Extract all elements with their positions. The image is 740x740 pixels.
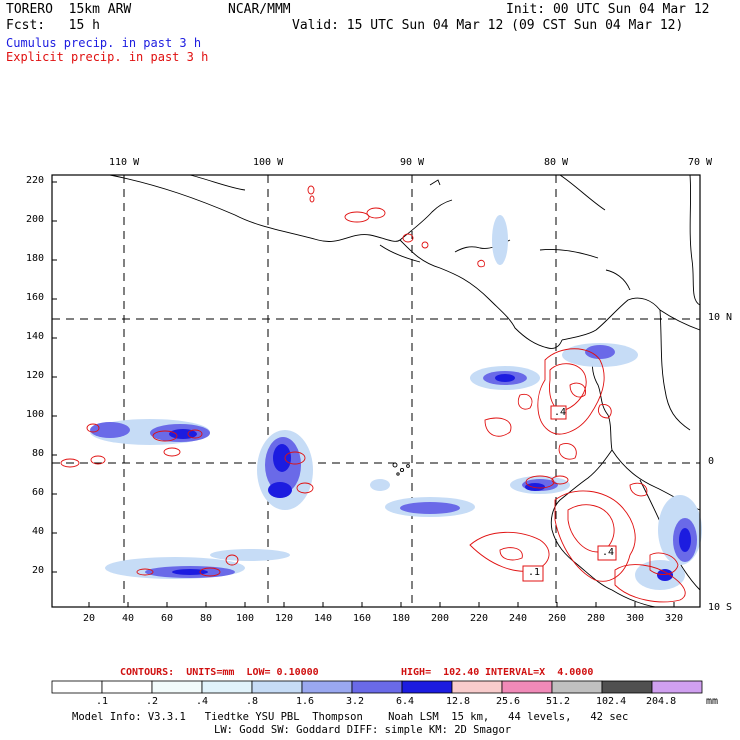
axis-ticks <box>52 181 675 607</box>
y-tick: 200 <box>26 214 45 225</box>
explicit-precip-contours <box>60 185 686 603</box>
colorbar-swatch <box>401 680 453 694</box>
colorbar-swatch <box>501 680 553 694</box>
colorbar-label: 204.8 <box>646 696 677 707</box>
colorbar-swatch <box>201 680 253 694</box>
colorbar-label: 51.2 <box>546 696 571 707</box>
init-time: Init: 00 UTC Sun 04 Mar 12 <box>506 2 710 17</box>
x-tick: 300 <box>626 613 645 624</box>
colorbar-swatch <box>551 680 603 694</box>
x-tick: 180 <box>392 613 411 624</box>
coastlines <box>109 174 701 608</box>
lon-label-100w: 100 W <box>253 157 284 168</box>
forecast-hour: Fcst: 15 h <box>6 18 100 33</box>
y-tick: 20 <box>32 565 45 576</box>
colorbar-swatch <box>651 680 703 694</box>
colorbar-label: 102.4 <box>596 696 627 707</box>
contour-interval: INTERVAL=X 4.0000 <box>485 667 594 678</box>
colorbar <box>51 680 703 694</box>
y-tick: 80 <box>32 448 45 459</box>
x-tick: 200 <box>431 613 450 624</box>
lat-label-10n: 10 N <box>708 312 733 323</box>
colorbar-label: 25.6 <box>496 696 521 707</box>
x-tick: 320 <box>665 613 684 624</box>
y-tick: 120 <box>26 370 45 381</box>
colorbar-swatch <box>601 680 653 694</box>
x-tick: 220 <box>470 613 489 624</box>
x-tick: 260 <box>548 613 567 624</box>
x-tick: 20 <box>83 613 96 624</box>
x-tick: 100 <box>236 613 255 624</box>
x-tick: 80 <box>200 613 213 624</box>
x-tick: 120 <box>275 613 294 624</box>
colorbar-label: .1 <box>96 696 109 707</box>
x-tick: 40 <box>122 613 135 624</box>
x-tick: 240 <box>509 613 528 624</box>
colorbar-swatch <box>51 680 103 694</box>
y-tick: 140 <box>26 331 45 342</box>
y-tick: 60 <box>32 487 45 498</box>
lon-label-110w: 110 W <box>109 157 140 168</box>
x-tick: 140 <box>314 613 333 624</box>
valid-time: Valid: 15 UTC Sun 04 Mar 12 (09 CST Sun … <box>292 18 684 33</box>
org-label: NCAR/MMM <box>228 2 291 17</box>
lon-label-70w: 70 W <box>688 157 713 168</box>
contour-units: CONTOURS: UNITS=mm LOW= 0.10000 <box>120 667 319 678</box>
colorbar-label: 12.8 <box>446 696 471 707</box>
colorbar-swatch <box>101 680 153 694</box>
map-value-label: .4 <box>554 407 567 418</box>
model-title: TORERO 15km ARW <box>6 2 132 17</box>
y-tick: 180 <box>26 253 45 264</box>
colorbar-unit: mm <box>706 696 719 707</box>
contour-high: HIGH= 102.40 <box>401 667 480 678</box>
map-value-label: .4 <box>602 547 615 558</box>
y-tick: 220 <box>26 175 45 186</box>
x-tick: 160 <box>353 613 372 624</box>
y-tick: 160 <box>26 292 45 303</box>
x-tick: 60 <box>161 613 174 624</box>
map-label-boxes <box>522 405 617 582</box>
colorbar-label: 3.2 <box>346 696 365 707</box>
colorbar-label: 1.6 <box>296 696 315 707</box>
colorbar-swatch <box>351 680 403 694</box>
model-info: Model Info: V3.3.1 Tiedtke YSU PBL Thomp… <box>72 711 629 723</box>
colorbar-label: 6.4 <box>396 696 415 707</box>
colorbar-swatch <box>251 680 303 694</box>
map-frame <box>51 174 701 608</box>
physics-info: LW: Godd SW: Goddard DIFF: simple KM: 2D… <box>214 724 512 736</box>
lon-label-80w: 80 W <box>544 157 569 168</box>
colorbar-label: .2 <box>146 696 159 707</box>
colorbar-swatch <box>451 680 503 694</box>
lon-label-90w: 90 W <box>400 157 425 168</box>
colorbar-label: .4 <box>196 696 209 707</box>
y-tick: 40 <box>32 526 45 537</box>
lat-lon-grid <box>52 175 700 607</box>
legend-cumulus: Cumulus precip. in past 3 h <box>6 36 202 50</box>
colorbar-swatch <box>151 680 203 694</box>
colorbar-swatch <box>301 680 353 694</box>
legend-explicit: Explicit precip. in past 3 h <box>6 50 209 64</box>
y-tick: 100 <box>26 409 45 420</box>
lat-label-0: 0 <box>708 456 715 467</box>
map-value-label: .1 <box>528 567 541 578</box>
colorbar-label: .8 <box>246 696 259 707</box>
x-tick: 280 <box>587 613 606 624</box>
lat-label-10s: 10 S <box>708 602 733 613</box>
